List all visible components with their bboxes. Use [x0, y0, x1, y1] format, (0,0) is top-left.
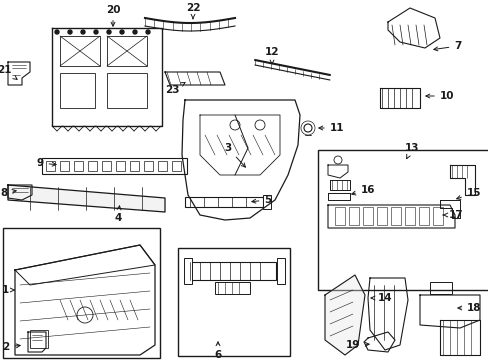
- Circle shape: [146, 30, 150, 34]
- Text: 15: 15: [456, 188, 480, 199]
- Bar: [102, 161, 111, 171]
- Text: 17: 17: [442, 210, 462, 220]
- Text: 20: 20: [105, 5, 120, 26]
- Bar: [30, 330, 48, 348]
- Text: 2: 2: [2, 342, 20, 352]
- Bar: [172, 161, 181, 171]
- Bar: [3, 228, 160, 358]
- Bar: [60, 161, 69, 171]
- Circle shape: [68, 30, 72, 34]
- Bar: [183, 258, 192, 284]
- Bar: [334, 207, 345, 225]
- Circle shape: [81, 30, 85, 34]
- Bar: [317, 150, 488, 290]
- Bar: [88, 161, 97, 171]
- Text: 11: 11: [318, 123, 344, 133]
- Bar: [185, 262, 275, 280]
- Text: 13: 13: [404, 143, 418, 159]
- Bar: [107, 36, 147, 66]
- Bar: [276, 258, 285, 284]
- Text: 23: 23: [164, 82, 184, 95]
- Bar: [404, 207, 414, 225]
- Bar: [362, 207, 372, 225]
- Text: 3: 3: [224, 143, 245, 167]
- Bar: [116, 161, 125, 171]
- Text: 19: 19: [345, 340, 368, 350]
- Text: 5: 5: [251, 195, 271, 205]
- Bar: [184, 197, 263, 207]
- Bar: [158, 161, 167, 171]
- Text: 8: 8: [0, 188, 16, 198]
- Text: 6: 6: [214, 342, 221, 360]
- Bar: [432, 207, 442, 225]
- Bar: [60, 73, 95, 108]
- Circle shape: [120, 30, 124, 34]
- Text: 10: 10: [425, 91, 453, 101]
- Bar: [130, 161, 139, 171]
- Text: 18: 18: [457, 303, 480, 313]
- Bar: [60, 36, 100, 66]
- Bar: [418, 207, 428, 225]
- Text: 1: 1: [1, 285, 15, 295]
- Bar: [143, 161, 153, 171]
- Text: 22: 22: [185, 3, 200, 19]
- Bar: [46, 161, 55, 171]
- Bar: [107, 73, 147, 108]
- Polygon shape: [325, 275, 364, 355]
- Bar: [215, 282, 249, 294]
- Text: 21: 21: [0, 65, 17, 79]
- Text: 7: 7: [433, 41, 461, 51]
- Circle shape: [133, 30, 137, 34]
- Bar: [42, 158, 186, 174]
- Bar: [348, 207, 358, 225]
- Circle shape: [107, 30, 111, 34]
- Bar: [178, 248, 289, 356]
- Bar: [376, 207, 386, 225]
- Bar: [74, 161, 83, 171]
- Text: 14: 14: [370, 293, 391, 303]
- Bar: [390, 207, 400, 225]
- Polygon shape: [8, 185, 164, 212]
- Bar: [263, 195, 270, 209]
- Text: 4: 4: [114, 206, 122, 223]
- Circle shape: [55, 30, 59, 34]
- Bar: [429, 282, 451, 294]
- Circle shape: [94, 30, 98, 34]
- Text: 16: 16: [351, 185, 374, 195]
- Text: 9: 9: [37, 158, 56, 168]
- Text: 12: 12: [264, 47, 279, 64]
